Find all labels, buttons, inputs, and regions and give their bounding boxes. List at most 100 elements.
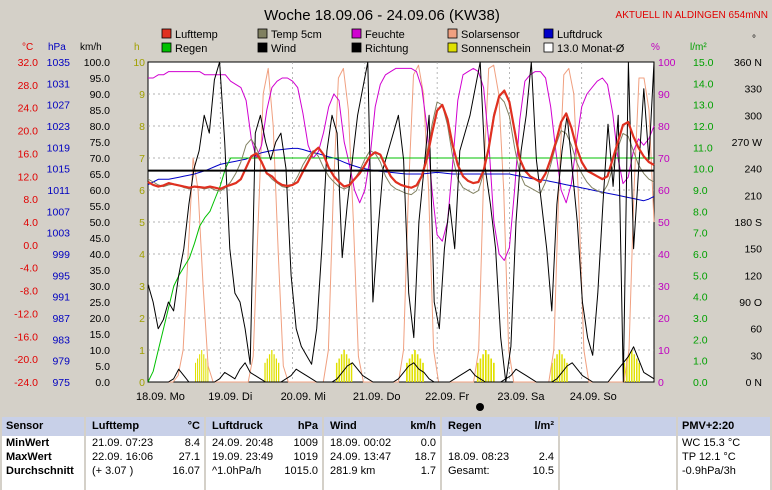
celsius-tick-label: 24.0 [18, 103, 39, 115]
wind-max-time: 24.09. 13:47 [330, 451, 392, 463]
sunshine-bar [558, 350, 561, 382]
percent-tick-label: 50 [658, 217, 670, 229]
axes: 32.028.024.020.016.012.08.04.00.0-4.0-8.… [14, 57, 762, 389]
sunshine-bar [553, 358, 556, 382]
sunshine-bar [490, 358, 493, 382]
x-axis-label: 24.09. So [570, 391, 617, 403]
celsius-tick-label: 0.0 [23, 240, 38, 252]
wind-avg-value: 1.7 [420, 465, 436, 477]
kmh-tick-label: 75.0 [90, 137, 111, 149]
regen-header-label: Regen [448, 420, 482, 432]
celsius-tick-label: -8.0 [20, 286, 38, 298]
hours-tick-label: 9 [139, 89, 145, 101]
rain-tick-label: 9.0 [693, 185, 708, 197]
hours-tick-label: 6 [139, 185, 145, 197]
hours-tick-label: 3 [139, 281, 145, 293]
lufttemp-header: Lufttemp °C [86, 417, 204, 436]
wind-max-row: 24.09. 13:47 18.7 [324, 450, 440, 464]
hpa-tick-label: 995 [52, 270, 70, 282]
sunshine-bar [338, 358, 340, 382]
sunshine-bar [348, 358, 350, 382]
x-axis-label: 19.09. Di [208, 391, 252, 403]
hours-tick-label: 7 [139, 153, 145, 165]
kmh-tick-label: 60.0 [90, 185, 111, 197]
wind-column: Wind km/h 18.09. 00:02 0.0 24.09. 13:47 18… [324, 417, 440, 490]
rain-tick-label: 3.0 [693, 313, 708, 325]
direction-tick-label: 240 [744, 164, 762, 176]
sunshine-bar [201, 350, 203, 382]
rain-tick-label: 8.0 [693, 206, 708, 218]
hpa-tick-label: 999 [52, 249, 70, 261]
sunshine-bar [414, 350, 416, 382]
direction-tick-label: 210 [744, 190, 762, 202]
sunshine-bar [207, 362, 209, 382]
rain-tick-label: 11.0 [693, 142, 713, 154]
sunshine-bar [628, 354, 631, 382]
regen-row-1 [442, 436, 558, 450]
direction-tick-label: 300 [744, 110, 762, 122]
legend-label-luftdruck: Luftdruck [557, 29, 603, 41]
rain-tick-label: 2.0 [693, 334, 708, 346]
series-richtung [147, 61, 655, 383]
rain-tick-label: 13.0 [693, 100, 714, 112]
kmh-tick-label: 45.0 [90, 233, 111, 245]
percent-tick-label: 100 [658, 57, 676, 69]
sunshine-bar [408, 358, 411, 382]
legend-label-richtung: Richtung [365, 43, 408, 55]
luftdruck-max-row: 19.09. 23:49 1019 [206, 450, 322, 464]
hpa-tick-label: 987 [52, 313, 70, 325]
kmh-tick-label: 5.0 [95, 361, 110, 373]
hpa-tick-label: 1015 [47, 164, 71, 176]
hpa-tick-label: 991 [52, 292, 70, 304]
direction-tick-label: 90 O [739, 297, 762, 309]
sunshine-bar [194, 362, 197, 382]
sunshine-bar [406, 362, 408, 382]
kmh-tick-label: 55.0 [90, 201, 111, 213]
sunshine-bar [487, 354, 490, 382]
sunshine-bar [266, 358, 268, 382]
percent-tick-label: 10 [658, 345, 670, 357]
rain-tick-label: 7.0 [693, 228, 708, 240]
regen-column: Regen l/m² 18.09. 08:23 2.4 Gesamt: 10.5 [442, 417, 558, 490]
legend-label-monat: 13.0 Monat-Ø [557, 43, 625, 55]
rain-tick-label: 6.0 [693, 249, 708, 261]
direction-tick-label: 150 [744, 244, 762, 256]
regen-max-row: 18.09. 08:23 2.4 [442, 450, 558, 464]
sunshine-bar [268, 354, 271, 382]
kmh-tick-label: 90.0 [90, 89, 111, 101]
kmh-tick-label: 0.0 [95, 377, 110, 389]
rain-tick-label: 15.0 [693, 57, 714, 69]
luftdruck-avg-value: 1015.0 [284, 465, 318, 477]
rain-tick-label: 5.0 [693, 270, 708, 282]
lufttemp-max-time: 22.09. 16:06 [92, 451, 154, 463]
kmh-tick-label: 40.0 [90, 249, 111, 261]
sunshine-bar [422, 362, 424, 382]
lufttemp-header-label: Lufttemp [92, 420, 140, 432]
hours-tick-label: 2 [139, 313, 145, 325]
scroll-marker-icon[interactable] [476, 403, 484, 411]
hpa-tick-label: 1023 [47, 121, 71, 133]
legend-swatch-wind [257, 42, 268, 53]
luftdruck-column: Luftdruck hPa 24.09. 20:48 1009 19.09. 23… [206, 417, 322, 490]
sunshine-bar [350, 362, 353, 382]
celsius-tick-label: 20.0 [18, 126, 39, 138]
x-axis-label: 18.09. Mo [136, 391, 185, 403]
luftdruck-max-value: 1019 [293, 451, 318, 463]
kmh-tick-label: 100.0 [84, 57, 110, 69]
lufttemp-avg-delta: (+ 3.07 ) [92, 465, 134, 477]
legend-swatch-feuchte [351, 28, 362, 39]
lufttemp-column: Lufttemp °C 21.09. 07:23 8.4 22.09. 16:06… [86, 417, 204, 490]
percent-tick-label: 80 [658, 121, 670, 133]
pmv-column: PMV+2:20 WC 15.3 °C TP 12.1 °C -0.9hPa/3… [678, 417, 770, 490]
legend-swatch-luftdruck [543, 28, 554, 39]
direction-tick-label: 180 S [735, 217, 762, 229]
hours-tick-label: 5 [139, 217, 145, 229]
legend-label-sonnenschein: Sonnenschein [461, 43, 531, 55]
luftdruck-trend: ^1.0hPa/h [212, 465, 262, 477]
wind-min-time: 18.09. 00:02 [330, 437, 392, 449]
legend-label-wind: Wind [271, 43, 296, 55]
row-label-min: MinWert [6, 437, 50, 449]
celsius-tick-label: -16.0 [14, 331, 38, 343]
sunshine-bar [556, 354, 558, 382]
sunshine-bar [566, 362, 568, 382]
